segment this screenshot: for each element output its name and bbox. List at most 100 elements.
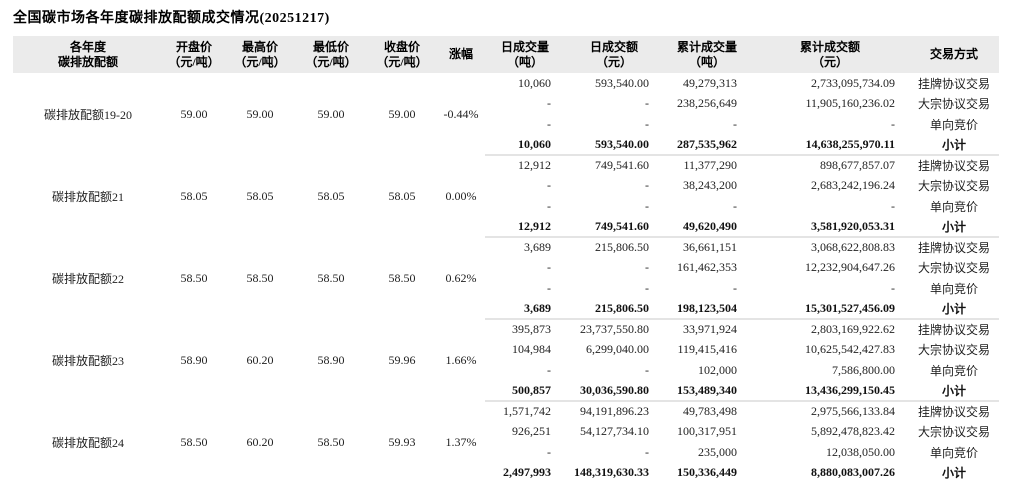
cum-turnover-cell: 10,625,542,427.83 [805, 342, 895, 357]
daily-volume-cell: 3,689 [485, 298, 565, 320]
daily-turnover-cell: 749,541.60 [565, 216, 663, 238]
cum-turnover-cell: 898,677,857.07 [820, 158, 895, 173]
quota-group: 碳排放配额19-20 59.00 59.00 59.00 59.00 -0.44% 10,0… [13, 73, 999, 156]
quota-name-cell: 碳排放配额22 [51, 271, 124, 286]
cum-volume-cell: 33,971,924 [683, 322, 737, 337]
cum-volume-cell: 36,661,151 [683, 240, 737, 255]
daily-volume-cell: 2,497,993 [503, 465, 551, 480]
subtotal-row: 3,689 215,806.50 198,123,504 15,301,527,456… [13, 298, 999, 320]
header-line: 累计成交量 [676, 39, 737, 54]
subtotal-row: 2,497,993 148,319,630.33 150,336,449 8,880,… [13, 463, 999, 484]
trade-method-row: - - 38,243,200 2,683,242,196.24 大宗协议交易 [13, 176, 999, 197]
daily-volume-cell: - [547, 444, 551, 459]
trade-method-cell: 大宗协议交易 [917, 179, 990, 194]
daily-volume-cell: 12,912 [485, 216, 565, 238]
open-price-cell: 58.90 [180, 352, 208, 367]
trade-method-cell: 小计 [941, 466, 966, 481]
header-line: （元） [811, 54, 848, 69]
daily-turnover-cell: 23,737,550.80 [580, 322, 649, 337]
trade-method-cell: 单向竞价 [929, 281, 978, 296]
close-price-cell: 58.50 [388, 270, 416, 285]
cum-turnover-cell: 11,905,160,236.02 [805, 96, 895, 111]
daily-volume-cell: 1,571,742 [503, 404, 551, 419]
cum-turnover-cell: 14,638,255,970.11 [751, 134, 909, 156]
quota-name-cell: 碳排放配额23 [51, 353, 124, 368]
trade-method-cell: 大宗协议交易 [917, 425, 990, 440]
low-price-cell: 58.05 [317, 188, 345, 203]
daily-turnover-cell: 749,541.60 [595, 158, 649, 173]
trade-method-cell: 挂牌协议交易 [917, 323, 990, 338]
cum-volume-cell: 49,620,490 [663, 216, 751, 238]
open-price-cell: 58.05 [180, 188, 208, 203]
trade-method-cell: 大宗协议交易 [917, 343, 990, 358]
change-cell: 1.37% [445, 434, 477, 449]
high-price-cell: 60.20 [246, 434, 274, 449]
col-header-change: 涨幅 [437, 36, 485, 73]
header-line: （元/吨） [234, 54, 286, 69]
daily-turnover-cell: 30,036,590.80 [565, 380, 663, 402]
quota-group: 碳排放配额22 58.50 58.50 58.50 58.50 0.62% 3,689 215… [13, 237, 999, 320]
change-cell: 1.66% [445, 352, 477, 367]
quota-name-cell: 碳排放配额19-20 [44, 107, 132, 122]
quota-group: 碳排放配额21 58.05 58.05 58.05 58.05 0.00% 12,912 74… [13, 155, 999, 238]
daily-turnover-cell: - [645, 362, 649, 377]
daily-volume-cell: 3,689 [524, 240, 551, 255]
col-header-cum-volume: 累计成交量 （吨） [663, 36, 751, 73]
page: 全国碳市场各年度碳排放配额成交情况(20251217) 各年度 碳排放配额 开盘价（… [13, 11, 999, 483]
daily-volume-cell: - [547, 116, 551, 131]
trade-method-cell: 小计 [909, 298, 999, 320]
col-header-cum-turnover: 累计成交额 （元） [751, 36, 909, 73]
cum-turnover-cell: 15,301,527,456.09 [751, 298, 909, 320]
col-header-daily-turnover: 日成交额 （元） [565, 36, 663, 73]
trade-method-cell: 大宗协议交易 [917, 97, 990, 112]
close-price-cell: 59.00 [388, 106, 416, 121]
quota-name-cell: 碳排放配额21 [51, 189, 124, 204]
cum-volume-cell: 102,000 [698, 362, 737, 377]
open-price-cell: 58.50 [180, 270, 208, 285]
open-price-cell: 59.00 [180, 106, 208, 121]
subtotal-row: 10,060 593,540.00 287,535,962 14,638,255,97… [13, 134, 999, 156]
daily-turnover-cell: - [645, 444, 649, 459]
trade-method-row: - - - - 单向竞价 [13, 196, 999, 217]
high-price-cell: 59.00 [246, 106, 274, 121]
cum-volume-cell: 153,489,340 [663, 380, 751, 402]
daily-turnover-cell: - [645, 116, 649, 131]
daily-volume-cell: - [547, 260, 551, 275]
trade-method-cell: 挂牌协议交易 [917, 241, 990, 256]
header-line: 各年度 [69, 39, 106, 54]
trade-method-row: - - 102,000 7,586,800.00 单向竞价 [13, 360, 999, 381]
trade-method-row: 碳排放配额21 58.05 58.05 58.05 58.05 0.00% 12,912 74… [13, 155, 999, 203]
daily-turnover-cell: - [645, 280, 649, 295]
cum-volume-cell: 38,243,200 [683, 178, 737, 193]
col-header-open-price: 开盘价 （元/吨） [163, 36, 225, 73]
daily-turnover-cell: - [645, 178, 649, 193]
trade-method-row: - - 238,256,649 11,905,160,236.02 大宗协议交易 [13, 94, 999, 115]
page-title: 全国碳市场各年度碳排放配额成交情况(20251217) [13, 11, 330, 26]
trade-method-cell: 单向竞价 [929, 363, 978, 378]
close-price-cell: 59.93 [388, 434, 416, 449]
carbon-quota-table: 各年度 碳排放配额 开盘价 （元/吨） 最高价 （元/吨） 最低价 （元/吨） 收盘价 （元/吨）… [13, 36, 999, 483]
trade-method-row: 926,251 54,127,734.10 100,317,951 5,892,478… [13, 422, 999, 443]
low-price-cell: 58.50 [317, 434, 345, 449]
col-header-low-price: 最低价 （元/吨） [295, 36, 367, 73]
close-price-cell: 58.05 [388, 188, 416, 203]
low-price-cell: 58.90 [317, 352, 345, 367]
trade-method-row: - - - - 单向竞价 [13, 114, 999, 135]
cum-turnover-cell: 2,683,242,196.24 [811, 178, 895, 193]
cum-volume-cell: 238,256,649 [677, 96, 737, 111]
col-header-trade-method: 交易方式 [909, 36, 999, 73]
cum-turnover-cell: - [891, 198, 895, 213]
trade-method-row: - - - - 单向竞价 [13, 278, 999, 299]
daily-volume-cell: 395,873 [512, 322, 551, 337]
daily-turnover-cell: 593,540.00 [565, 134, 663, 156]
daily-turnover-cell: 54,127,734.10 [580, 424, 649, 439]
header-line: 日成交额 [589, 39, 638, 54]
header-line: （元/吨） [305, 54, 357, 69]
trade-method-cell: 单向竞价 [929, 199, 978, 214]
cum-turnover-cell: - [891, 280, 895, 295]
high-price-cell: 58.05 [246, 188, 274, 203]
trade-method-cell: 大宗协议交易 [917, 261, 990, 276]
cum-turnover-cell: 12,038,050.00 [826, 444, 895, 459]
cum-volume-cell: 235,000 [698, 444, 737, 459]
subtotal-row: 12,912 749,541.60 49,620,490 3,581,920,053.… [13, 216, 999, 238]
